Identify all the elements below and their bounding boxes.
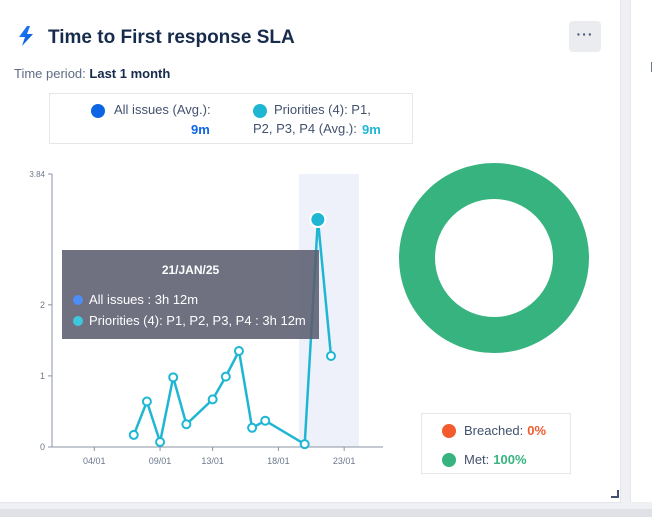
y-tick-label: 3.84	[29, 170, 45, 179]
priorities-legend-dot	[253, 104, 267, 118]
adjacent-card	[630, 0, 652, 502]
priorities-legend-label-line1[interactable]: Priorities (4): P1,	[274, 102, 371, 117]
chart-legend: All issues (Avg.): 9m Priorities (4): P1…	[49, 93, 413, 144]
widget-title: Time to First response SLA	[48, 27, 295, 48]
x-tick-label: 18/01	[267, 456, 290, 466]
met-value: 100%	[493, 452, 527, 467]
data-point[interactable]	[299, 439, 310, 450]
data-point[interactable]	[168, 372, 179, 383]
donut-met-segment[interactable]	[399, 163, 589, 353]
x-tick-label: 04/01	[83, 456, 106, 466]
data-point[interactable]	[181, 419, 192, 430]
y-tick-label: 1	[40, 371, 45, 381]
bottom-scroll-area	[0, 509, 652, 517]
tooltip-priorities-dot	[73, 315, 83, 326]
y-tick-label: 2	[40, 300, 45, 310]
all-issues-legend-label[interactable]: All issues (Avg.):	[114, 102, 211, 117]
data-point[interactable]	[128, 429, 139, 440]
breached-label: Breached:	[464, 423, 524, 438]
x-tick-label: 09/01	[149, 456, 172, 466]
data-point[interactable]	[233, 346, 244, 357]
breached-value: 0%	[527, 423, 547, 438]
time-period-label: Time period:	[14, 66, 86, 81]
breached-dot	[442, 423, 456, 438]
priorities-legend-label-line2[interactable]: P2, P3, P4 (Avg.):	[253, 121, 357, 136]
jira-logo-icon	[19, 26, 33, 46]
more-icon: ···	[576, 25, 594, 42]
data-point[interactable]	[326, 351, 336, 361]
data-point[interactable]	[207, 394, 218, 405]
resize-handle-icon[interactable]	[611, 490, 619, 498]
tooltip-all-issues-text: All issues : 3h 12m	[89, 292, 199, 307]
tooltip-priorities-text: Priorities (4): P1, P2, P3, P4 : 3h 12m	[89, 313, 306, 328]
priorities-legend-value: 9m	[362, 122, 381, 137]
time-period: Time period: Last 1 month	[14, 66, 170, 81]
breached-legend-item[interactable]: Breached: 0%	[442, 423, 546, 438]
x-tick-label: 13/01	[201, 456, 224, 466]
tooltip-date: 21/JAN/25	[161, 263, 220, 277]
met-legend-item[interactable]: Met: 100%	[442, 452, 527, 467]
data-point[interactable]	[247, 422, 258, 433]
all-issues-legend-value: 9m	[191, 122, 210, 137]
time-period-value: Last 1 month	[89, 66, 171, 81]
data-point[interactable]	[155, 437, 166, 448]
y-tick-label: 0	[40, 442, 45, 452]
met-dot	[442, 452, 456, 467]
data-point[interactable]	[141, 396, 152, 407]
tooltip-all-issues-dot	[73, 294, 83, 305]
highlighted-data-point[interactable]	[309, 211, 327, 228]
chart-tooltip: 21/JAN/25 All issues : 3h 12m Priorities…	[62, 250, 319, 339]
data-point[interactable]	[220, 371, 231, 382]
tooltip-priorities-row: Priorities (4): P1, P2, P3, P4 : 3h 12m	[73, 313, 306, 328]
met-label: Met:	[464, 452, 490, 467]
all-issues-legend-dot	[91, 104, 105, 118]
data-point[interactable]	[260, 415, 271, 426]
x-tick-label: 23/01	[333, 456, 356, 466]
sla-donut-chart[interactable]	[398, 162, 594, 358]
tooltip-all-issues-row: All issues : 3h 12m	[73, 292, 198, 307]
donut-legend: Breached: 0% Met: 100%	[421, 413, 571, 474]
more-options-button[interactable]: ···	[569, 21, 601, 52]
sla-widget-card: Time to First response SLA ··· Time peri…	[0, 0, 621, 503]
